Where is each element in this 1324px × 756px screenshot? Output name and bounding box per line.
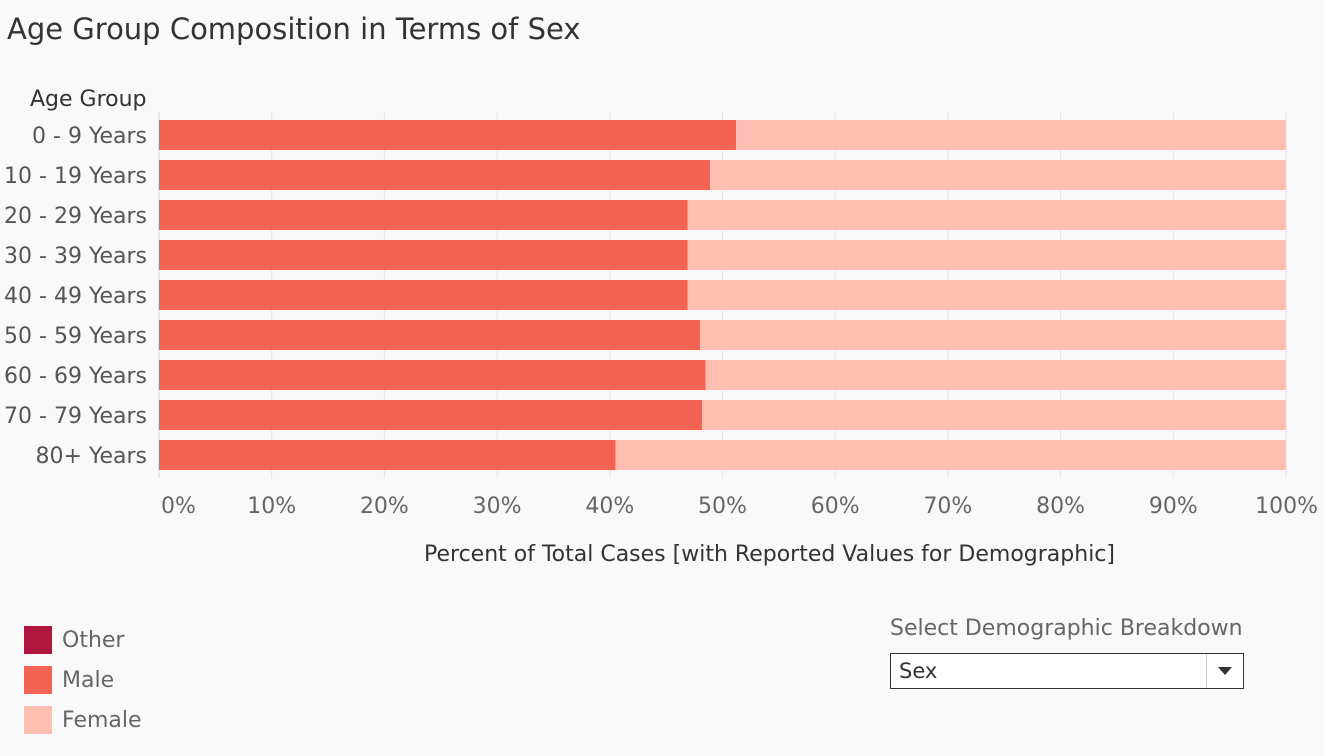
category-label: 20 - 29 Years [4, 204, 147, 229]
chart-title: Age Group Composition in Terms of Sex [7, 12, 581, 46]
bar-male [159, 400, 703, 430]
x-tick-label: 40% [585, 494, 634, 519]
bar-male [159, 280, 688, 310]
bar-female [687, 240, 1286, 270]
category-label: 40 - 49 Years [4, 284, 147, 309]
bar-male [159, 200, 688, 230]
category-label: 60 - 69 Years [4, 364, 147, 389]
category-label: 0 - 9 Years [32, 124, 147, 149]
bar-male [159, 240, 688, 270]
x-tick-label: 20% [360, 494, 409, 519]
bar-male [159, 360, 706, 390]
bar-male [159, 120, 737, 150]
bar-female [705, 360, 1286, 390]
bar-female [687, 200, 1286, 230]
x-tick-label: 10% [247, 494, 296, 519]
x-tick-label: 90% [1149, 494, 1198, 519]
legend-swatch-female [24, 706, 52, 734]
legend-swatch-other [24, 626, 52, 654]
x-tick-label: 70% [923, 494, 972, 519]
legend-item-female[interactable]: Female [24, 700, 142, 740]
bar-female [702, 400, 1286, 430]
bar-female [687, 280, 1286, 310]
bar-female [615, 440, 1286, 470]
selector-label: Select Demographic Breakdown [890, 616, 1243, 641]
category-label: 30 - 39 Years [4, 244, 147, 269]
x-tick-label: 0% [161, 494, 196, 519]
category-label: 50 - 59 Years [4, 324, 147, 349]
category-label: 70 - 79 Years [4, 404, 147, 429]
bar-male [159, 440, 616, 470]
y-axis-title: Age Group [30, 87, 147, 112]
x-axis-label: Percent of Total Cases [with Reported Va… [424, 542, 1115, 567]
legend-item-male[interactable]: Male [24, 660, 142, 700]
bar-female [699, 320, 1286, 350]
legend: Other Male Female [24, 620, 142, 740]
bar-female [736, 120, 1286, 150]
legend-item-other[interactable]: Other [24, 620, 142, 660]
legend-swatch-male [24, 666, 52, 694]
category-label: 80+ Years [36, 444, 147, 469]
category-label: 10 - 19 Years [4, 164, 147, 189]
x-tick-label: 30% [473, 494, 522, 519]
dropdown-arrow-button[interactable] [1206, 654, 1243, 688]
x-tick-label: 60% [811, 494, 860, 519]
demographic-selector: Select Demographic Breakdown Sex [890, 616, 1252, 689]
legend-label-female: Female [62, 707, 142, 733]
x-tick-label: 100% [1255, 494, 1318, 519]
legend-label-other: Other [62, 627, 125, 653]
x-tick-label: 80% [1036, 494, 1085, 519]
legend-label-male: Male [62, 667, 115, 693]
x-tick-label: 50% [698, 494, 747, 519]
chevron-down-icon [1218, 667, 1232, 675]
bar-male [159, 320, 700, 350]
stacked-bar-chart: Age Group 0 - 9 Years 10 - 19 Years 20 - 29… [4, 87, 1318, 567]
bar-female [710, 160, 1286, 190]
demographic-dropdown[interactable]: Sex [890, 653, 1244, 689]
bar-male [159, 160, 711, 190]
dropdown-value: Sex [899, 659, 938, 683]
